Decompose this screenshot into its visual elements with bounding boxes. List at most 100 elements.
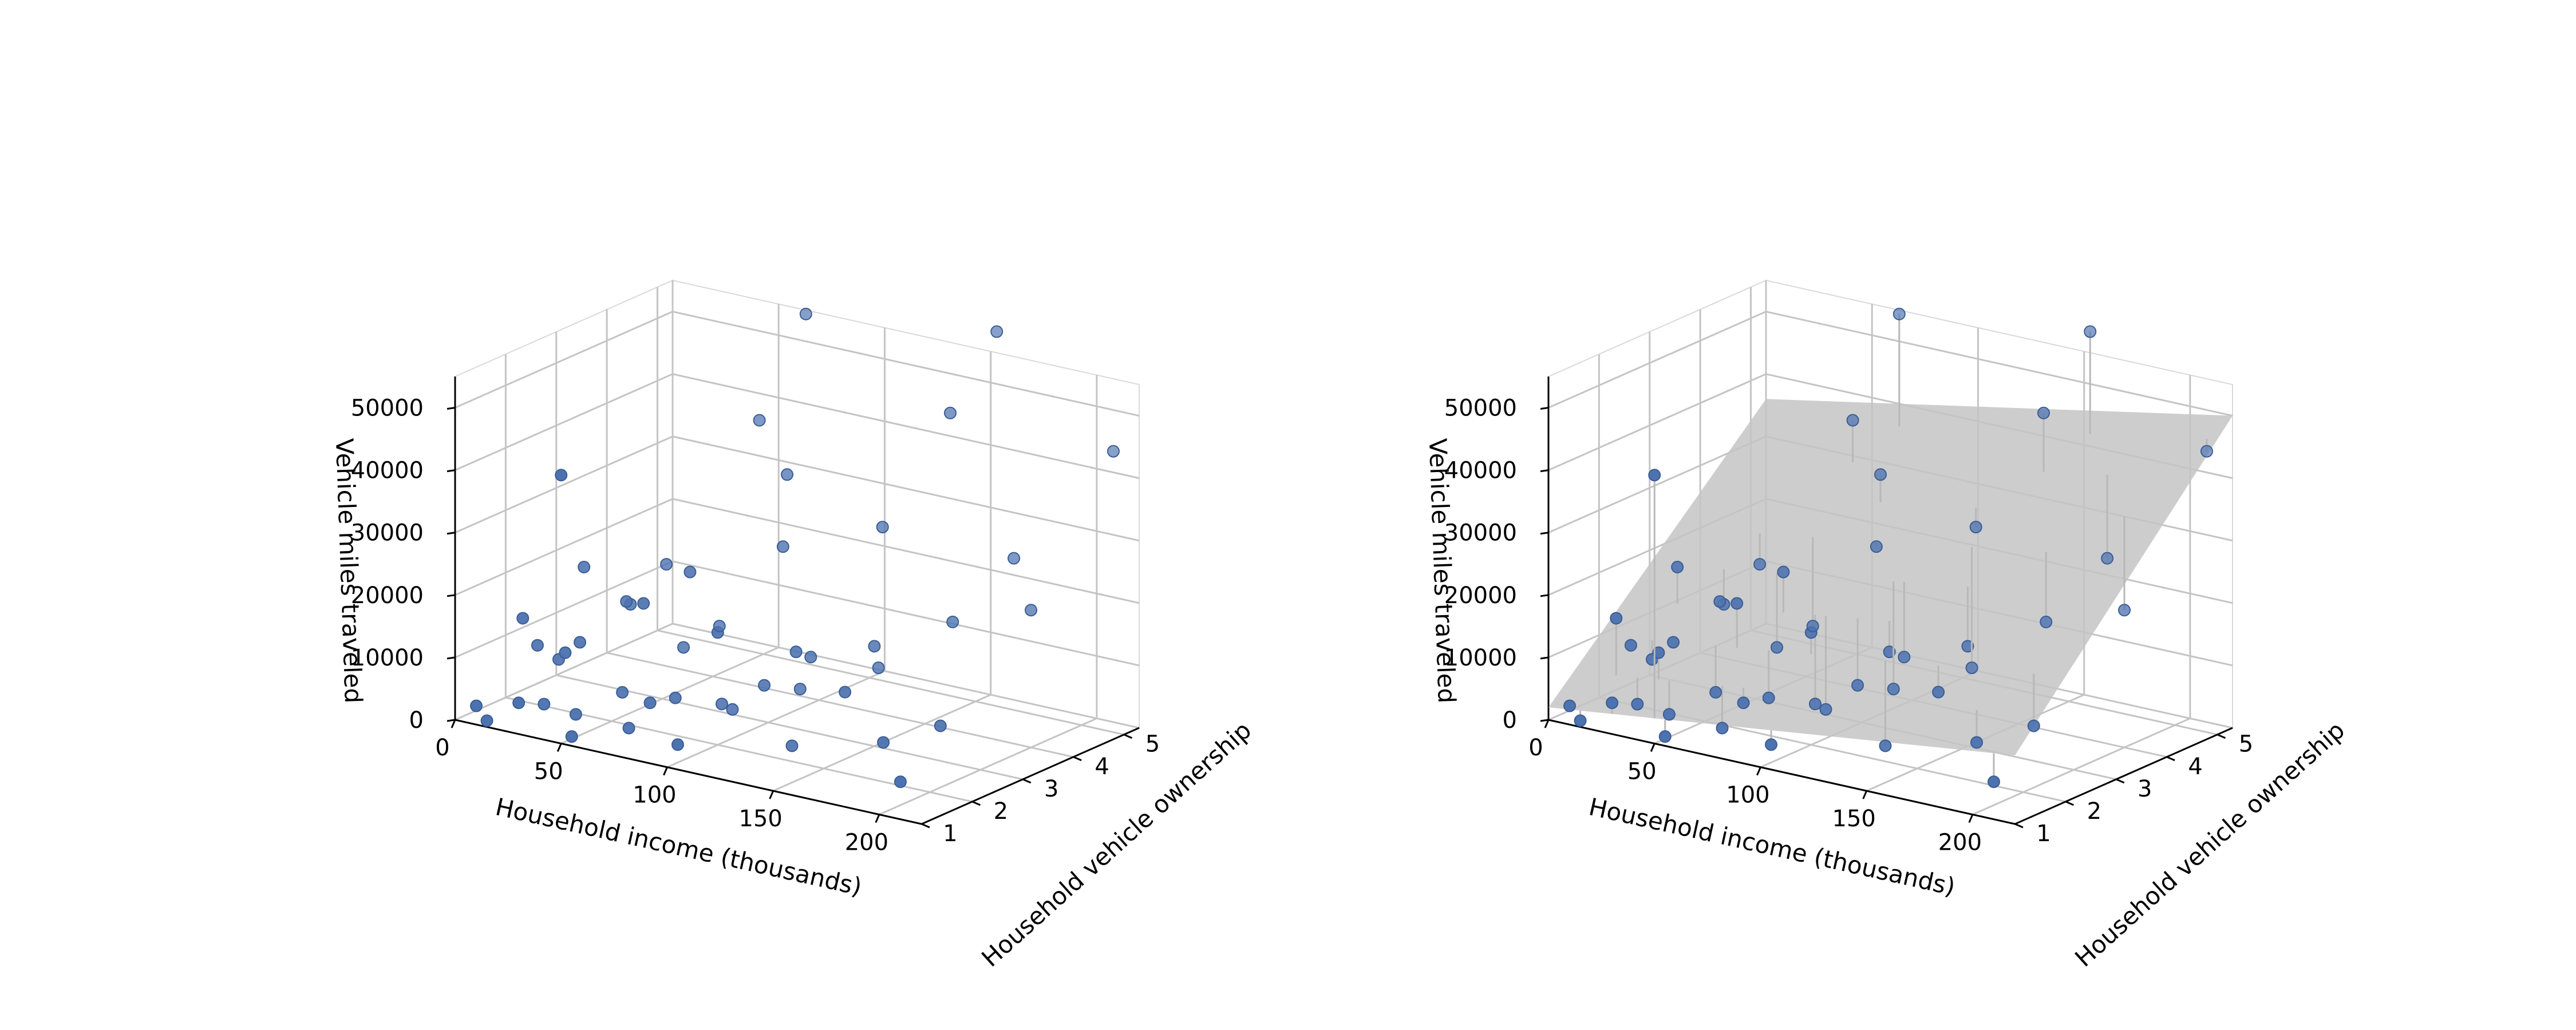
x-tick [1756,767,1761,776]
data-point [793,683,807,696]
data-point [876,521,889,534]
y-tick-label: 1 [943,821,957,847]
data-point [1893,307,1906,320]
data-point [839,686,852,699]
data-point [1624,639,1637,652]
data-point [1737,696,1750,710]
data-point [1771,641,1784,654]
data-point [1008,552,1021,565]
data-point [1648,469,1661,482]
data-point [785,739,799,752]
data-point [943,406,957,419]
x-tick-label: 150 [739,806,783,832]
z-gridline [455,435,1140,542]
data-point [538,698,551,711]
data-points [1563,307,2213,789]
x-tick [556,743,562,752]
data-point [990,325,1003,338]
x-tick-label: 0 [435,735,449,761]
data-point [565,730,578,743]
z-tick-label: 30000 [1444,520,1517,546]
y-tick [1073,756,1082,762]
data-point [781,468,794,481]
x-tick-label: 100 [1726,782,1769,809]
data-point [1025,604,1038,617]
data-point [559,646,572,659]
z-tick-label: 30000 [351,520,424,546]
x-tick-label: 100 [633,782,676,809]
data-point [622,722,635,735]
data-point [934,719,947,732]
data-point [1846,414,1859,427]
data-point [1107,445,1120,458]
data-point [868,640,881,653]
data-point [1806,620,1819,633]
x-tick [875,814,880,823]
x-tick [451,719,456,728]
x-tick [1544,719,1550,728]
z-tick-label: 0 [1503,707,1517,734]
data-point [1753,558,1767,571]
y-tick [1123,734,1133,739]
data-point [1658,730,1672,743]
data-point [574,636,587,649]
data-point [804,651,817,664]
x-tick-label: 200 [1938,829,1982,855]
data-point [753,414,766,427]
data-point [894,775,907,789]
y-tick-label: 2 [2087,798,2101,825]
data-point [713,620,726,633]
y-tick-label: 1 [2036,821,2050,847]
data-point [2084,325,2097,338]
y-axis-line [921,727,1140,825]
x-tick [1862,790,1868,799]
data-point [877,736,890,749]
data-point [1870,540,1883,553]
y-tick [2065,801,2074,806]
z-tick-label: 40000 [351,458,424,484]
y-tick [971,801,981,806]
data-point [1851,679,1864,692]
data-point [2118,604,2131,617]
z-gridline [455,560,1140,667]
data-point [620,595,633,608]
data-point [2101,552,2114,565]
data-point [1671,560,1684,573]
data-point [660,558,673,571]
data-point [758,679,771,692]
z-tick [447,594,456,597]
x-tick-label: 50 [1627,758,1657,785]
y-tick-label: 4 [2188,754,2202,780]
z-tick [1540,407,1549,410]
data-point [616,686,629,699]
data-point [470,699,483,712]
x-axis-title: Household income (thousands) [1586,793,1958,901]
z-gridline [455,310,1140,417]
z-tick-label: 50000 [351,395,424,422]
z-gridline [455,373,1140,480]
z-tick-label: 10000 [1444,645,1517,671]
data-point [512,696,526,710]
data-point [1879,739,1892,752]
y-tick-label: 5 [2239,731,2253,758]
data-point [1887,683,1900,696]
z-tick [1540,532,1549,535]
data-point [1709,686,1722,699]
z-tick [1540,719,1549,722]
z-tick-label: 20000 [1444,583,1517,609]
data-point [1808,698,1822,711]
data-point [1652,646,1665,659]
x-tick [1650,743,1656,752]
data-point [799,307,812,320]
x-axis-title: Household income (thousands) [493,793,864,901]
data-point [637,597,650,610]
data-point [1764,738,1777,751]
x-tick [1968,814,1974,823]
data-point [1874,468,1887,481]
x-tick [663,767,668,776]
z-tick-label: 0 [409,707,424,734]
x-tick-label: 0 [1528,735,1543,761]
